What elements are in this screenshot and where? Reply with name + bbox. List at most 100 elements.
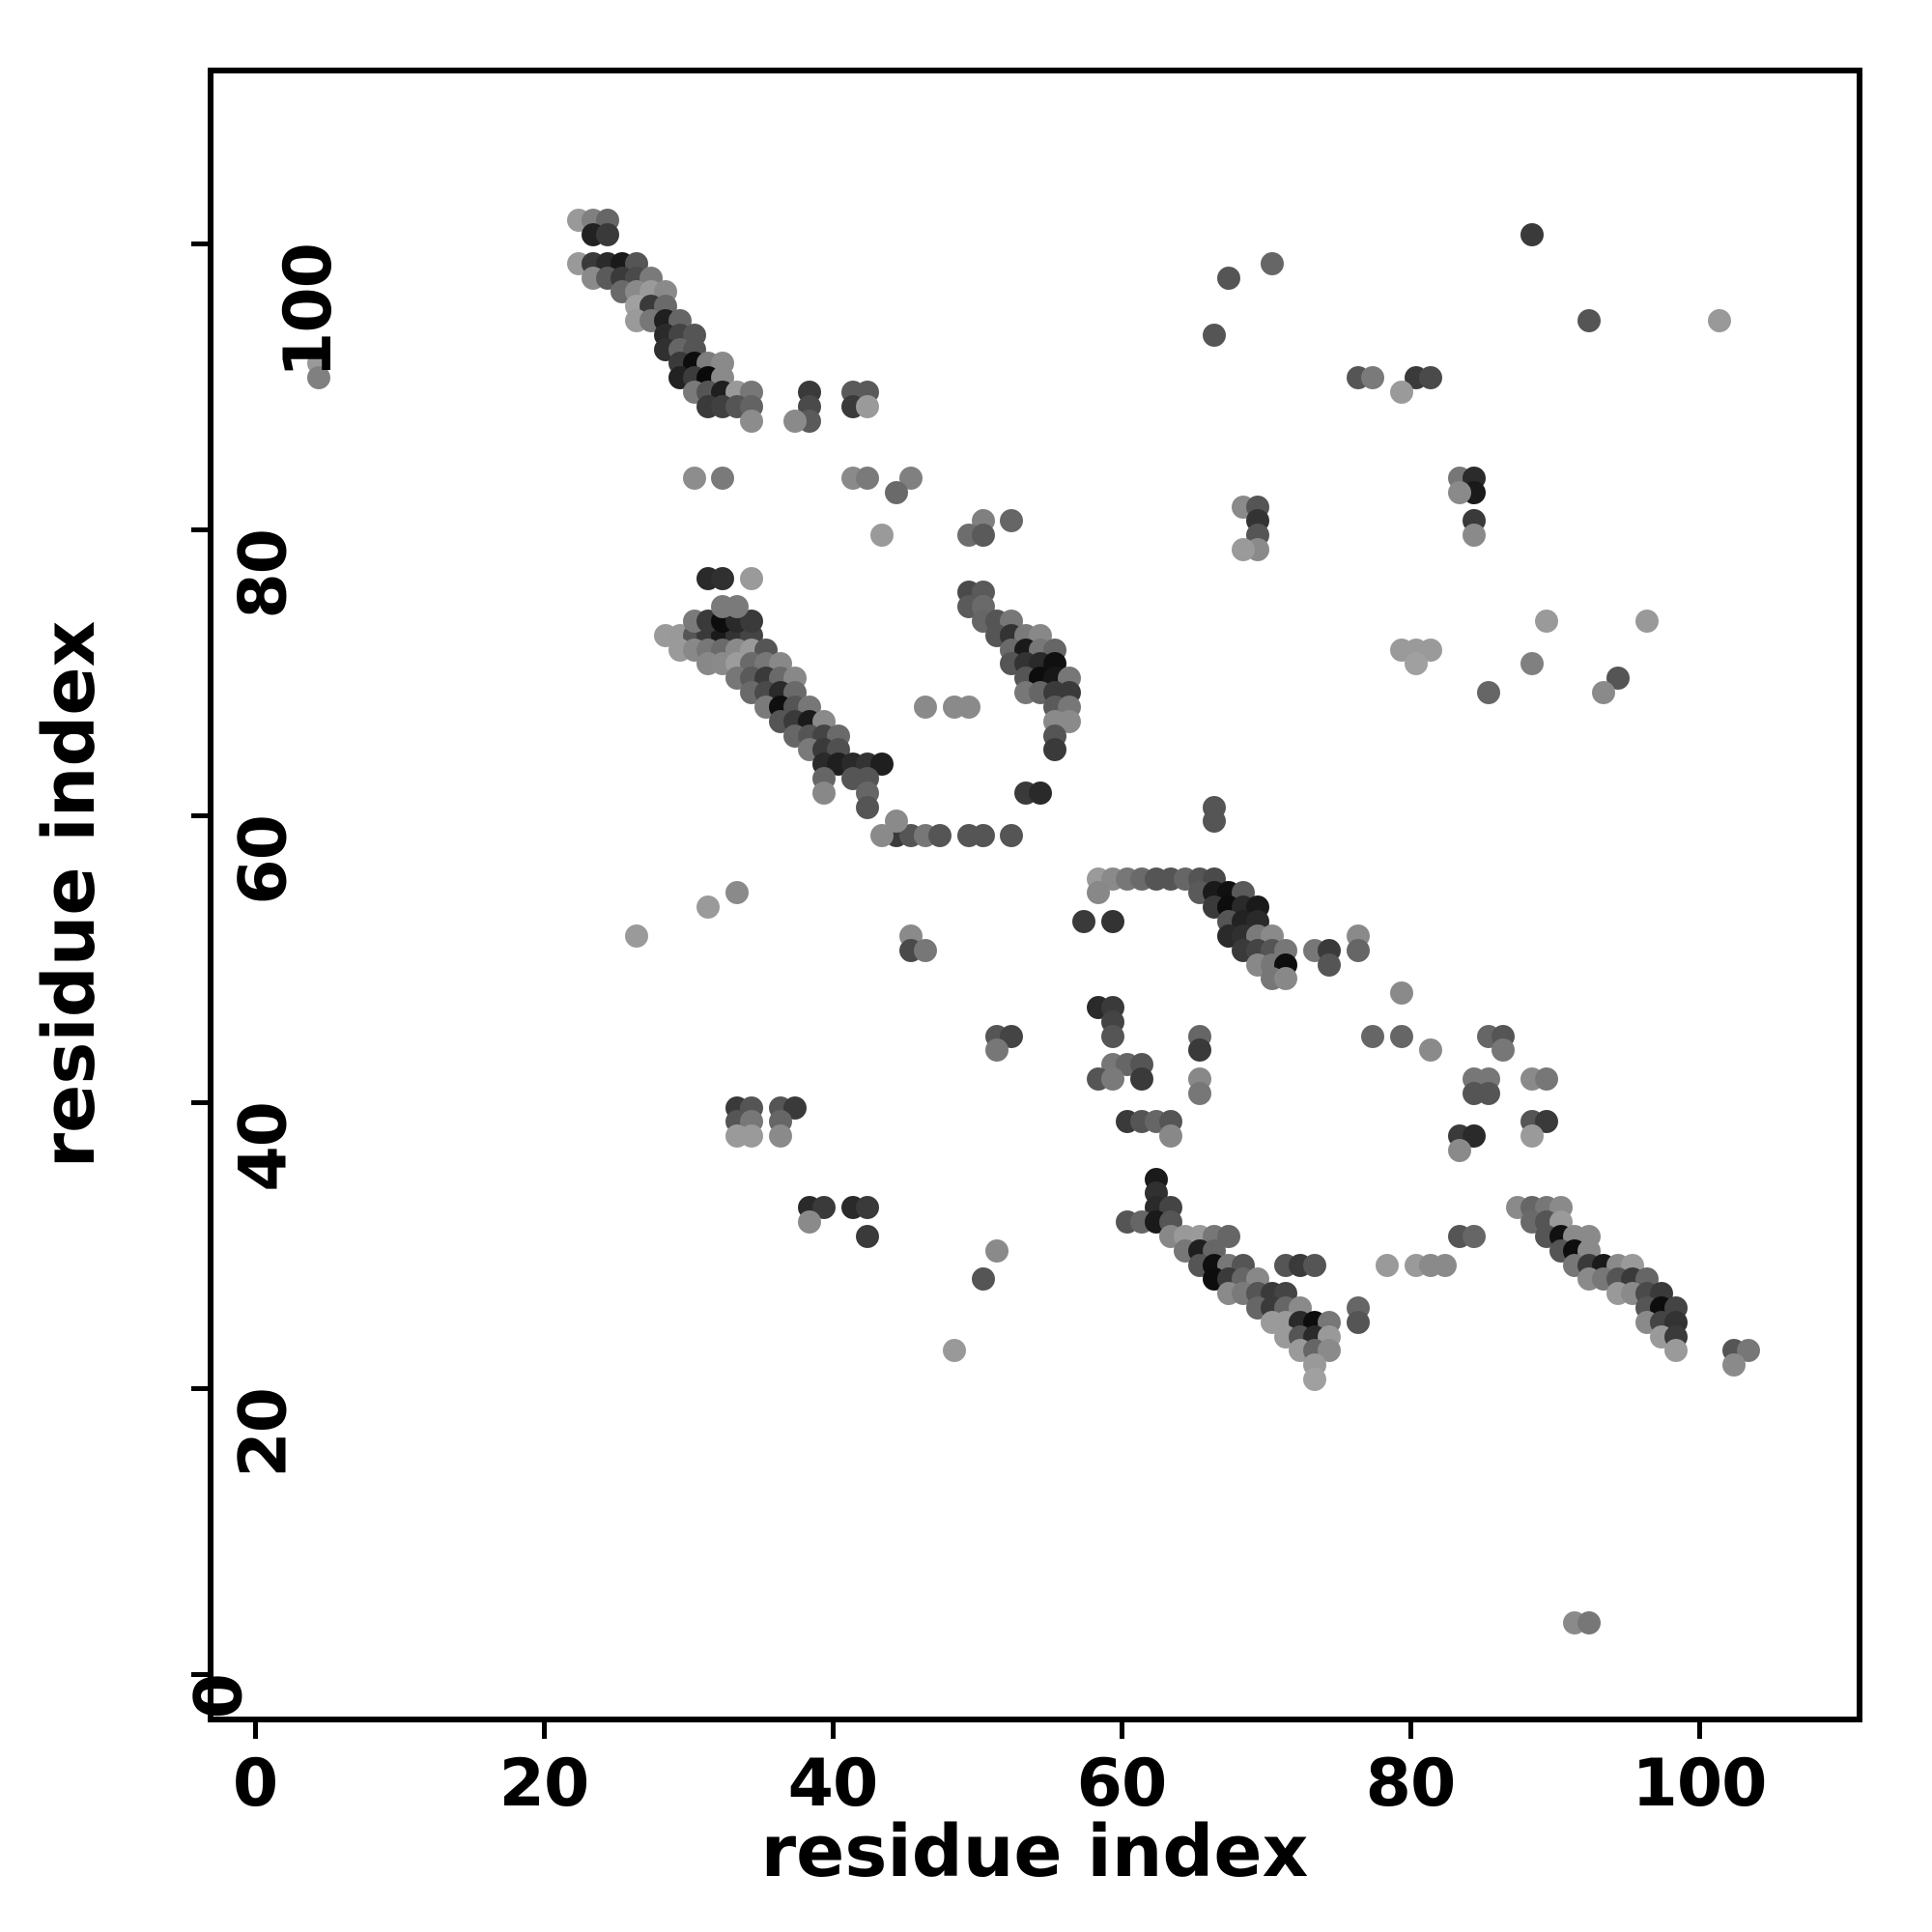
- x-axis-tick: [1408, 1722, 1413, 1739]
- scatter-point: [1433, 1253, 1457, 1277]
- y-axis-tick: [191, 813, 208, 819]
- scatter-point: [1447, 480, 1471, 504]
- scatter-point: [1664, 1339, 1689, 1363]
- scatter-point: [913, 938, 937, 962]
- scatter-point: [682, 466, 706, 490]
- scatter-point: [1418, 366, 1442, 390]
- scatter-point: [1303, 1367, 1327, 1391]
- scatter-point: [1303, 1253, 1327, 1277]
- scatter-point: [1187, 1081, 1211, 1105]
- y-axis-tick: [191, 1385, 208, 1391]
- x-axis-tick-label: 100: [1632, 1746, 1768, 1822]
- plot-panel: [208, 68, 1862, 1722]
- scatter-point: [942, 1339, 966, 1363]
- x-axis-tick-label: 0: [232, 1746, 278, 1822]
- x-axis-tick-label: 40: [787, 1746, 879, 1822]
- scatter-point: [725, 595, 750, 619]
- x-axis-title: residue index: [760, 1810, 1309, 1893]
- scatter-point: [595, 223, 619, 247]
- scatter-point: [1000, 509, 1024, 533]
- scatter-point: [1347, 938, 1371, 962]
- scatter-point: [711, 466, 735, 490]
- scatter-point: [927, 824, 952, 848]
- scatter-point: [1043, 738, 1067, 762]
- scatter-point: [985, 1238, 1009, 1263]
- x-axis-tick: [542, 1722, 547, 1739]
- scatter-point: [1520, 223, 1544, 247]
- scatter-point: [1462, 1224, 1486, 1248]
- scatter-point: [869, 524, 894, 548]
- y-axis-tick-label: 20: [225, 1387, 302, 1478]
- scatter-point: [884, 480, 908, 504]
- scatter-point: [855, 466, 879, 490]
- y-axis-title: residue index: [28, 620, 111, 1169]
- scatter-point: [971, 1267, 995, 1292]
- x-axis-tick-label: 20: [498, 1746, 590, 1822]
- x-axis-tick-label: 60: [1076, 1746, 1168, 1822]
- y-axis-tick-label: 40: [225, 1101, 302, 1192]
- scatter-point: [1158, 1124, 1182, 1149]
- scatter-point: [1390, 381, 1414, 405]
- scatter-point: [812, 781, 837, 805]
- scatter-point: [1721, 1353, 1746, 1378]
- scatter-point: [725, 881, 750, 905]
- scatter-point: [1476, 681, 1500, 705]
- scatter-point: [1418, 1038, 1442, 1063]
- scatter-point: [1101, 1024, 1125, 1048]
- scatter-point: [1318, 952, 1342, 977]
- scatter-point: [1347, 1310, 1371, 1334]
- scatter-point: [1216, 266, 1240, 290]
- scatter-point: [1520, 1124, 1544, 1149]
- y-axis-tick-label: 0: [181, 1674, 258, 1719]
- scatter-point: [855, 795, 879, 819]
- scatter-point: [971, 824, 995, 848]
- scatter-point: [1101, 1066, 1125, 1091]
- y-axis-tick: [191, 1099, 208, 1105]
- scatter-point: [1390, 981, 1414, 1006]
- scatter-point: [1592, 681, 1616, 705]
- scatter-point: [1231, 538, 1255, 561]
- scatter-point: [1447, 1139, 1471, 1163]
- scatter-point: [1534, 610, 1558, 634]
- scatter-point: [1260, 251, 1284, 275]
- scatter-point: [1000, 824, 1024, 848]
- scatter-point: [855, 394, 879, 418]
- y-axis-tick: [191, 1672, 208, 1677]
- x-axis-tick-label: 80: [1365, 1746, 1457, 1822]
- scatter-point: [956, 695, 980, 719]
- scatter-point: [1029, 781, 1053, 805]
- scatter-point: [971, 524, 995, 548]
- scatter-points-layer: [213, 73, 1857, 1717]
- x-axis-tick: [253, 1722, 258, 1739]
- scatter-point: [1376, 1253, 1400, 1277]
- scatter-point: [769, 1124, 793, 1149]
- scatter-point: [1520, 652, 1544, 676]
- scatter-point: [306, 366, 330, 390]
- scatter-point: [1187, 1038, 1211, 1063]
- scatter-point: [740, 1124, 764, 1149]
- scatter-point: [1202, 323, 1226, 347]
- scatter-point: [1390, 1024, 1414, 1048]
- y-axis-tick: [191, 527, 208, 533]
- scatter-point: [783, 409, 808, 433]
- scatter-point: [1405, 652, 1428, 676]
- scatter-point: [1072, 910, 1096, 934]
- scatter-point: [798, 1210, 822, 1235]
- scatter-point: [985, 1038, 1009, 1063]
- scatter-point: [1274, 967, 1298, 991]
- scatter-point: [1087, 881, 1111, 905]
- scatter-point: [1361, 1024, 1385, 1048]
- x-axis-tick: [831, 1722, 836, 1739]
- scatter-point: [913, 695, 937, 719]
- scatter-point: [1202, 810, 1226, 834]
- y-axis-tick: [191, 242, 208, 246]
- scatter-point: [1101, 910, 1125, 934]
- scatter-point: [1534, 1066, 1558, 1091]
- scatter-point: [696, 895, 721, 920]
- scatter-point: [1361, 366, 1385, 390]
- scatter-point: [1462, 524, 1486, 548]
- scatter-point: [624, 923, 648, 948]
- scatter-point: [1491, 1038, 1515, 1063]
- x-axis-tick: [1697, 1722, 1702, 1739]
